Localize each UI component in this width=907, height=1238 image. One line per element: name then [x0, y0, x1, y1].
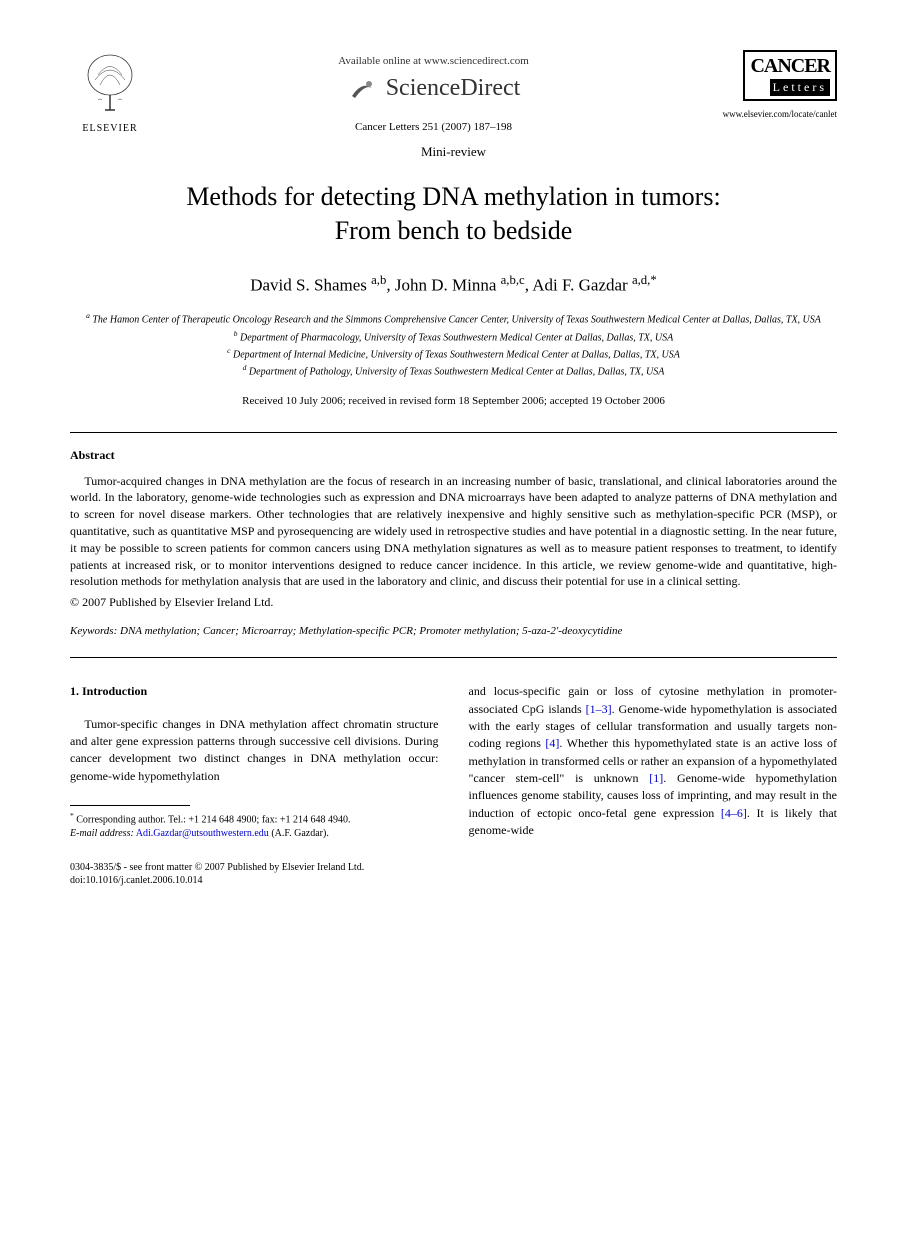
email-label: E-mail address: — [70, 828, 134, 839]
abstract-text: Tumor-acquired changes in DNA methylatio… — [70, 473, 837, 591]
article-title: Methods for detecting DNA methylation in… — [70, 180, 837, 248]
corresponding-author-footnote: * Corresponding author. Tel.: +1 214 648… — [70, 811, 439, 827]
sciencedirect-icon — [347, 76, 377, 106]
sciencedirect-text: ScienceDirect — [386, 75, 521, 101]
affiliation-a: The Hamon Center of Therapeutic Oncology… — [92, 315, 821, 326]
right-column: and locus-specific gain or loss of cytos… — [469, 683, 838, 841]
email-footnote: E-mail address: Adi.Gazdar@utsouthwester… — [70, 827, 439, 841]
abstract-copyright: © 2007 Published by Elsevier Ireland Ltd… — [70, 595, 837, 610]
ref-link-4[interactable]: [4] — [545, 736, 559, 750]
sciencedirect-logo: ScienceDirect — [150, 75, 717, 106]
cancer-letters-box: CANCER Letters — [743, 50, 837, 101]
journal-url: www.elsevier.com/locate/canlet — [717, 109, 837, 119]
elsevier-logo: ELSEVIER — [70, 50, 150, 134]
abstract-heading: Abstract — [70, 448, 837, 463]
header-row: ELSEVIER Available online at www.science… — [70, 50, 837, 134]
ref-link-4-6[interactable]: [4–6] — [721, 806, 747, 820]
center-header: Available online at www.sciencedirect.co… — [150, 50, 717, 133]
journal-name-cancer: CANCER — [750, 55, 830, 78]
elsevier-name: ELSEVIER — [70, 123, 150, 134]
divider-top — [70, 432, 837, 433]
left-column: 1. Introduction Tumor-specific changes i… — [70, 683, 439, 841]
affiliation-b: Department of Pharmacology, University o… — [240, 332, 673, 343]
ref-link-1[interactable]: [1] — [649, 771, 663, 785]
affiliations: a The Hamon Center of Therapeutic Oncolo… — [70, 310, 837, 379]
ref-link-1-3[interactable]: [1–3] — [586, 702, 612, 716]
authors: David S. Shames a,b, John D. Minna a,b,c… — [70, 273, 837, 296]
intro-paragraph-1: Tumor-specific changes in DNA methylatio… — [70, 716, 439, 786]
bottom-info: 0304-3835/$ - see front matter © 2007 Pu… — [70, 861, 837, 887]
article-dates: Received 10 July 2006; received in revis… — [70, 395, 837, 407]
affiliation-d: Department of Pathology, University of T… — [249, 367, 664, 378]
keywords: Keywords: DNA methylation; Cancer; Micro… — [70, 625, 837, 637]
two-column-body: 1. Introduction Tumor-specific changes i… — [70, 683, 837, 841]
elsevier-tree-icon — [80, 50, 140, 115]
citation-text: Cancer Letters 251 (2007) 187–198 — [150, 121, 717, 133]
article-page: ELSEVIER Available online at www.science… — [0, 0, 907, 927]
title-line-1: Methods for detecting DNA methylation in… — [186, 182, 720, 211]
title-line-2: From bench to bedside — [335, 216, 573, 245]
available-online-text: Available online at www.sciencedirect.co… — [150, 55, 717, 67]
keywords-text: DNA methylation; Cancer; Microarray; Met… — [120, 625, 622, 637]
email-attribution: (A.F. Gazdar). — [271, 828, 329, 839]
divider-bottom — [70, 657, 837, 658]
section-heading-intro: 1. Introduction — [70, 683, 439, 700]
keywords-label: Keywords: — [70, 625, 117, 637]
journal-logo: CANCER Letters www.elsevier.com/locate/c… — [717, 50, 837, 119]
issn-line: 0304-3835/$ - see front matter © 2007 Pu… — [70, 861, 837, 874]
email-link[interactable]: Adi.Gazdar@utsouthwestern.edu — [136, 828, 269, 839]
journal-name-letters: Letters — [770, 79, 830, 96]
doi-line: doi:10.1016/j.canlet.2006.10.014 — [70, 874, 837, 887]
article-type: Mini-review — [70, 144, 837, 160]
corresponding-text: Corresponding author. Tel.: +1 214 648 4… — [76, 814, 350, 825]
footnote-divider — [70, 805, 190, 806]
affiliation-c: Department of Internal Medicine, Univers… — [233, 349, 680, 360]
